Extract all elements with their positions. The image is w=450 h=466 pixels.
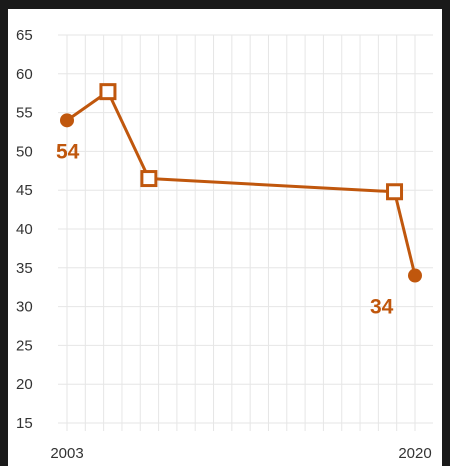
open-square-marker [99, 83, 117, 101]
filled-circle-marker [408, 268, 422, 283]
filled-circle-marker [60, 113, 74, 128]
y-axis: 15 20 25 30 35 40 45 50 55 60 65 [16, 27, 33, 432]
line-chart: 15 20 25 30 35 40 45 50 55 60 65 2003 2020 54 34 [16, 27, 433, 462]
y-tick-label: 25 [16, 337, 33, 354]
y-tick-label: 35 [16, 260, 33, 277]
x-tick-label: 2003 [50, 445, 83, 462]
grid [58, 34, 433, 431]
y-tick-label: 65 [16, 27, 33, 44]
y-tick-label: 45 [16, 182, 33, 199]
x-tick-label: 2020 [398, 445, 431, 462]
open-square-marker [386, 183, 404, 201]
data-label: 34 [370, 296, 394, 319]
y-tick-label: 20 [16, 376, 33, 393]
open-square-marker [140, 170, 158, 188]
y-tick-label: 55 [16, 105, 33, 122]
y-tick-label: 30 [16, 299, 33, 316]
data-label: 54 [56, 140, 80, 163]
y-tick-label: 50 [16, 143, 33, 160]
y-tick-label: 15 [16, 415, 33, 432]
y-tick-label: 60 [16, 66, 33, 83]
series-line [66, 90, 417, 276]
series: 54 34 [56, 83, 422, 319]
y-tick-label: 40 [16, 221, 33, 238]
chart-frame: 15 20 25 30 35 40 45 50 55 60 65 2003 2020 54 34 [8, 9, 442, 466]
x-axis: 2003 2020 [50, 445, 431, 462]
